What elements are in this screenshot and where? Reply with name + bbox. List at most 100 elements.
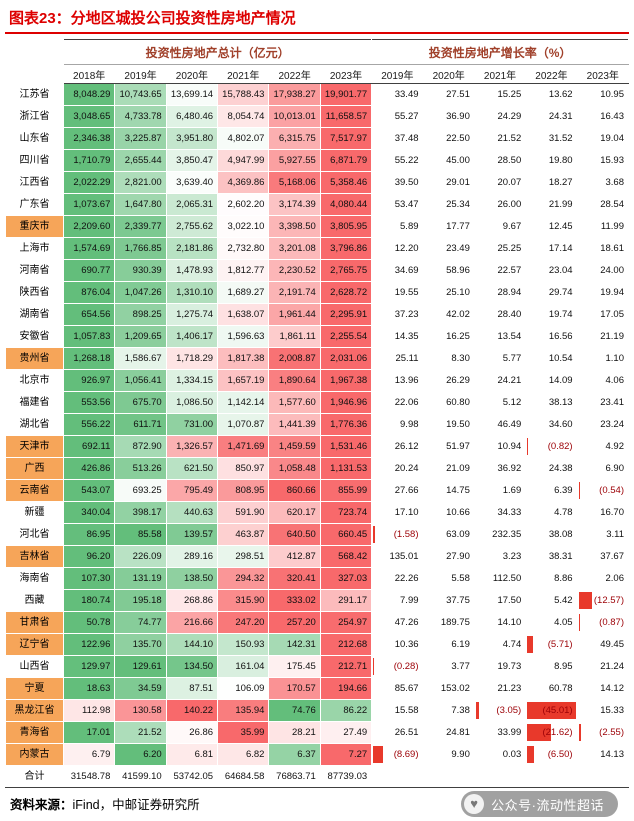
region-label: 重庆市 (5, 215, 64, 238)
total-value-cell: 3,174.39 (268, 193, 321, 216)
total-value-cell: 28.21 (268, 721, 321, 744)
year-header: 2021年 (217, 64, 270, 84)
total-value-cell: 2,755.62 (165, 215, 219, 238)
growth-value-cell: 5.58 (422, 567, 475, 590)
growth-value-cell: 232.35 (473, 523, 527, 546)
growth-value-cell (576, 765, 630, 788)
growth-value-cell (473, 765, 527, 788)
growth-value-cell: 7.38 (422, 699, 475, 722)
table-row: 黑龙江省 112.98 130.58 140.22 135.94 74.76 86.22 15… (5, 699, 630, 722)
growth-value-cell: 17.14 (525, 237, 578, 260)
total-value-cell: 693.25 (114, 479, 167, 502)
table-row: 宁夏 18.63 34.59 87.51 106.09 170.57 194.66 85.67… (5, 677, 630, 700)
total-value-cell: 654.56 (62, 303, 116, 326)
growth-value-cell: 14.10 (473, 611, 527, 634)
total-value-cell: 2,602.20 (217, 193, 270, 216)
growth-value-cell: 37.48 (371, 127, 424, 150)
growth-value-cell: 6.19 (422, 633, 475, 656)
total-value-cell: 1,890.64 (268, 369, 321, 392)
total-value-cell: 1,531.46 (319, 435, 373, 458)
growth-value-cell: 6.39 (525, 479, 578, 502)
growth-value-cell: 23.04 (525, 259, 578, 282)
year-header: 2018年 (62, 64, 116, 84)
growth-value-cell: 22.06 (371, 391, 424, 414)
growth-value-cell: 4.05 (525, 611, 578, 634)
region-label: 上海市 (5, 237, 64, 260)
table-row: 天津市 692.11 872.90 1,326.57 1,471.69 1,459.59 1… (5, 435, 630, 458)
growth-value-cell: 34.33 (473, 501, 527, 524)
total-value-cell: 2,191.74 (268, 281, 321, 304)
growth-value-cell: 3.77 (422, 655, 475, 678)
total-value-cell: 1,657.19 (217, 369, 270, 392)
growth-value-cell: 24.21 (473, 369, 527, 392)
total-value-cell: 86.22 (319, 699, 373, 722)
growth-value-cell: 10.94 (473, 435, 527, 458)
total-value-cell: 2,339.77 (114, 215, 167, 238)
total-value-cell: 2,255.54 (319, 325, 373, 348)
growth-value-cell: 16.43 (576, 105, 630, 128)
total-value-cell: 1,574.69 (62, 237, 116, 260)
total-value-cell: 107.30 (62, 567, 116, 590)
total-value-cell: 3,639.40 (165, 171, 219, 194)
total-value-cell: 640.50 (268, 523, 321, 546)
total-value-cell: 1,070.87 (217, 413, 270, 436)
growth-value-cell: 37.23 (371, 303, 424, 326)
total-value-cell: 1,142.14 (217, 391, 270, 414)
total-value-cell: 8,048.29 (62, 83, 116, 106)
total-value-cell: 289.16 (165, 545, 219, 568)
year-header: 2020年 (422, 64, 475, 84)
total-value-cell: 2,821.00 (114, 171, 167, 194)
growth-value-cell: 16.70 (576, 501, 630, 524)
table-row: 青海省 17.01 21.52 26.86 35.99 28.21 27.49 26.51 24… (5, 721, 630, 744)
total-value-cell: 6.81 (165, 743, 219, 766)
region-label: 河北省 (5, 523, 64, 546)
year-header: 2022年 (268, 64, 321, 84)
growth-value-cell: 46.49 (473, 413, 527, 436)
total-value-cell: 926.97 (62, 369, 116, 392)
table-row-total: 合计 31548.78 41599.10 53742.05 64684.58 76863.… (5, 765, 630, 788)
total-value-cell: 1,861.11 (268, 325, 321, 348)
total-value-cell: 140.22 (165, 699, 219, 722)
year-header: 2022年 (525, 64, 578, 84)
growth-value-cell: 24.38 (525, 457, 578, 480)
total-value-cell: 138.50 (165, 567, 219, 590)
total-value-cell: 142.31 (268, 633, 321, 656)
total-value-cell: 463.87 (217, 523, 270, 546)
total-value-cell: 291.17 (319, 589, 373, 612)
growth-value-cell: (0.54) (576, 479, 630, 502)
total-value-cell: 2,628.72 (319, 281, 373, 304)
total-value-cell: 3,951.80 (165, 127, 219, 150)
growth-value-cell: 36.92 (473, 457, 527, 480)
total-value-cell: 860.66 (268, 479, 321, 502)
growth-value-cell: 9.67 (473, 215, 527, 238)
table-row: 吉林省 96.20 226.09 289.16 298.51 412.87 568.42 13… (5, 545, 630, 568)
growth-value-cell: 5.12 (473, 391, 527, 414)
growth-value-cell: 5.89 (371, 215, 424, 238)
table-row: 山西省 129.97 129.61 134.50 161.04 175.45 212.71(… (5, 655, 630, 678)
negative-growth-bar (578, 614, 580, 631)
total-value-cell: 333.02 (268, 589, 321, 612)
growth-value-cell (371, 765, 424, 788)
figure-title: 图表23：分地区城投公司投资性房地产情况 (9, 10, 296, 27)
total-value-cell: 440.63 (165, 501, 219, 524)
growth-value-cell: 38.13 (525, 391, 578, 414)
growth-value-cell: 1.10 (576, 347, 630, 370)
total-value-cell: 170.57 (268, 677, 321, 700)
growth-value-cell: 17.10 (371, 501, 424, 524)
growth-value-cell: 21.99 (525, 193, 578, 216)
region-label: 青海省 (5, 721, 64, 744)
region-label: 湖北省 (5, 413, 64, 436)
source-text: iFind，中邮证券研究所 (72, 798, 200, 812)
growth-value-cell: 60.80 (422, 391, 475, 414)
total-value-cell: 216.66 (165, 611, 219, 634)
total-value-cell: 4,733.78 (114, 105, 167, 128)
growth-value-cell: 15.58 (371, 699, 424, 722)
total-value-cell: 876.04 (62, 281, 116, 304)
total-value-cell: 122.96 (62, 633, 116, 656)
group-header-total: 投资性房地产总计（亿元） (62, 39, 373, 65)
table-row: 贵州省 1,268.18 1,586.67 1,718.29 1,817.38 2,008… (5, 347, 630, 370)
total-value-cell: 21.52 (114, 721, 167, 744)
growth-value-cell: (8.69) (371, 743, 424, 766)
growth-value-cell: 135.01 (371, 545, 424, 568)
growth-value-cell: 9.98 (371, 413, 424, 436)
